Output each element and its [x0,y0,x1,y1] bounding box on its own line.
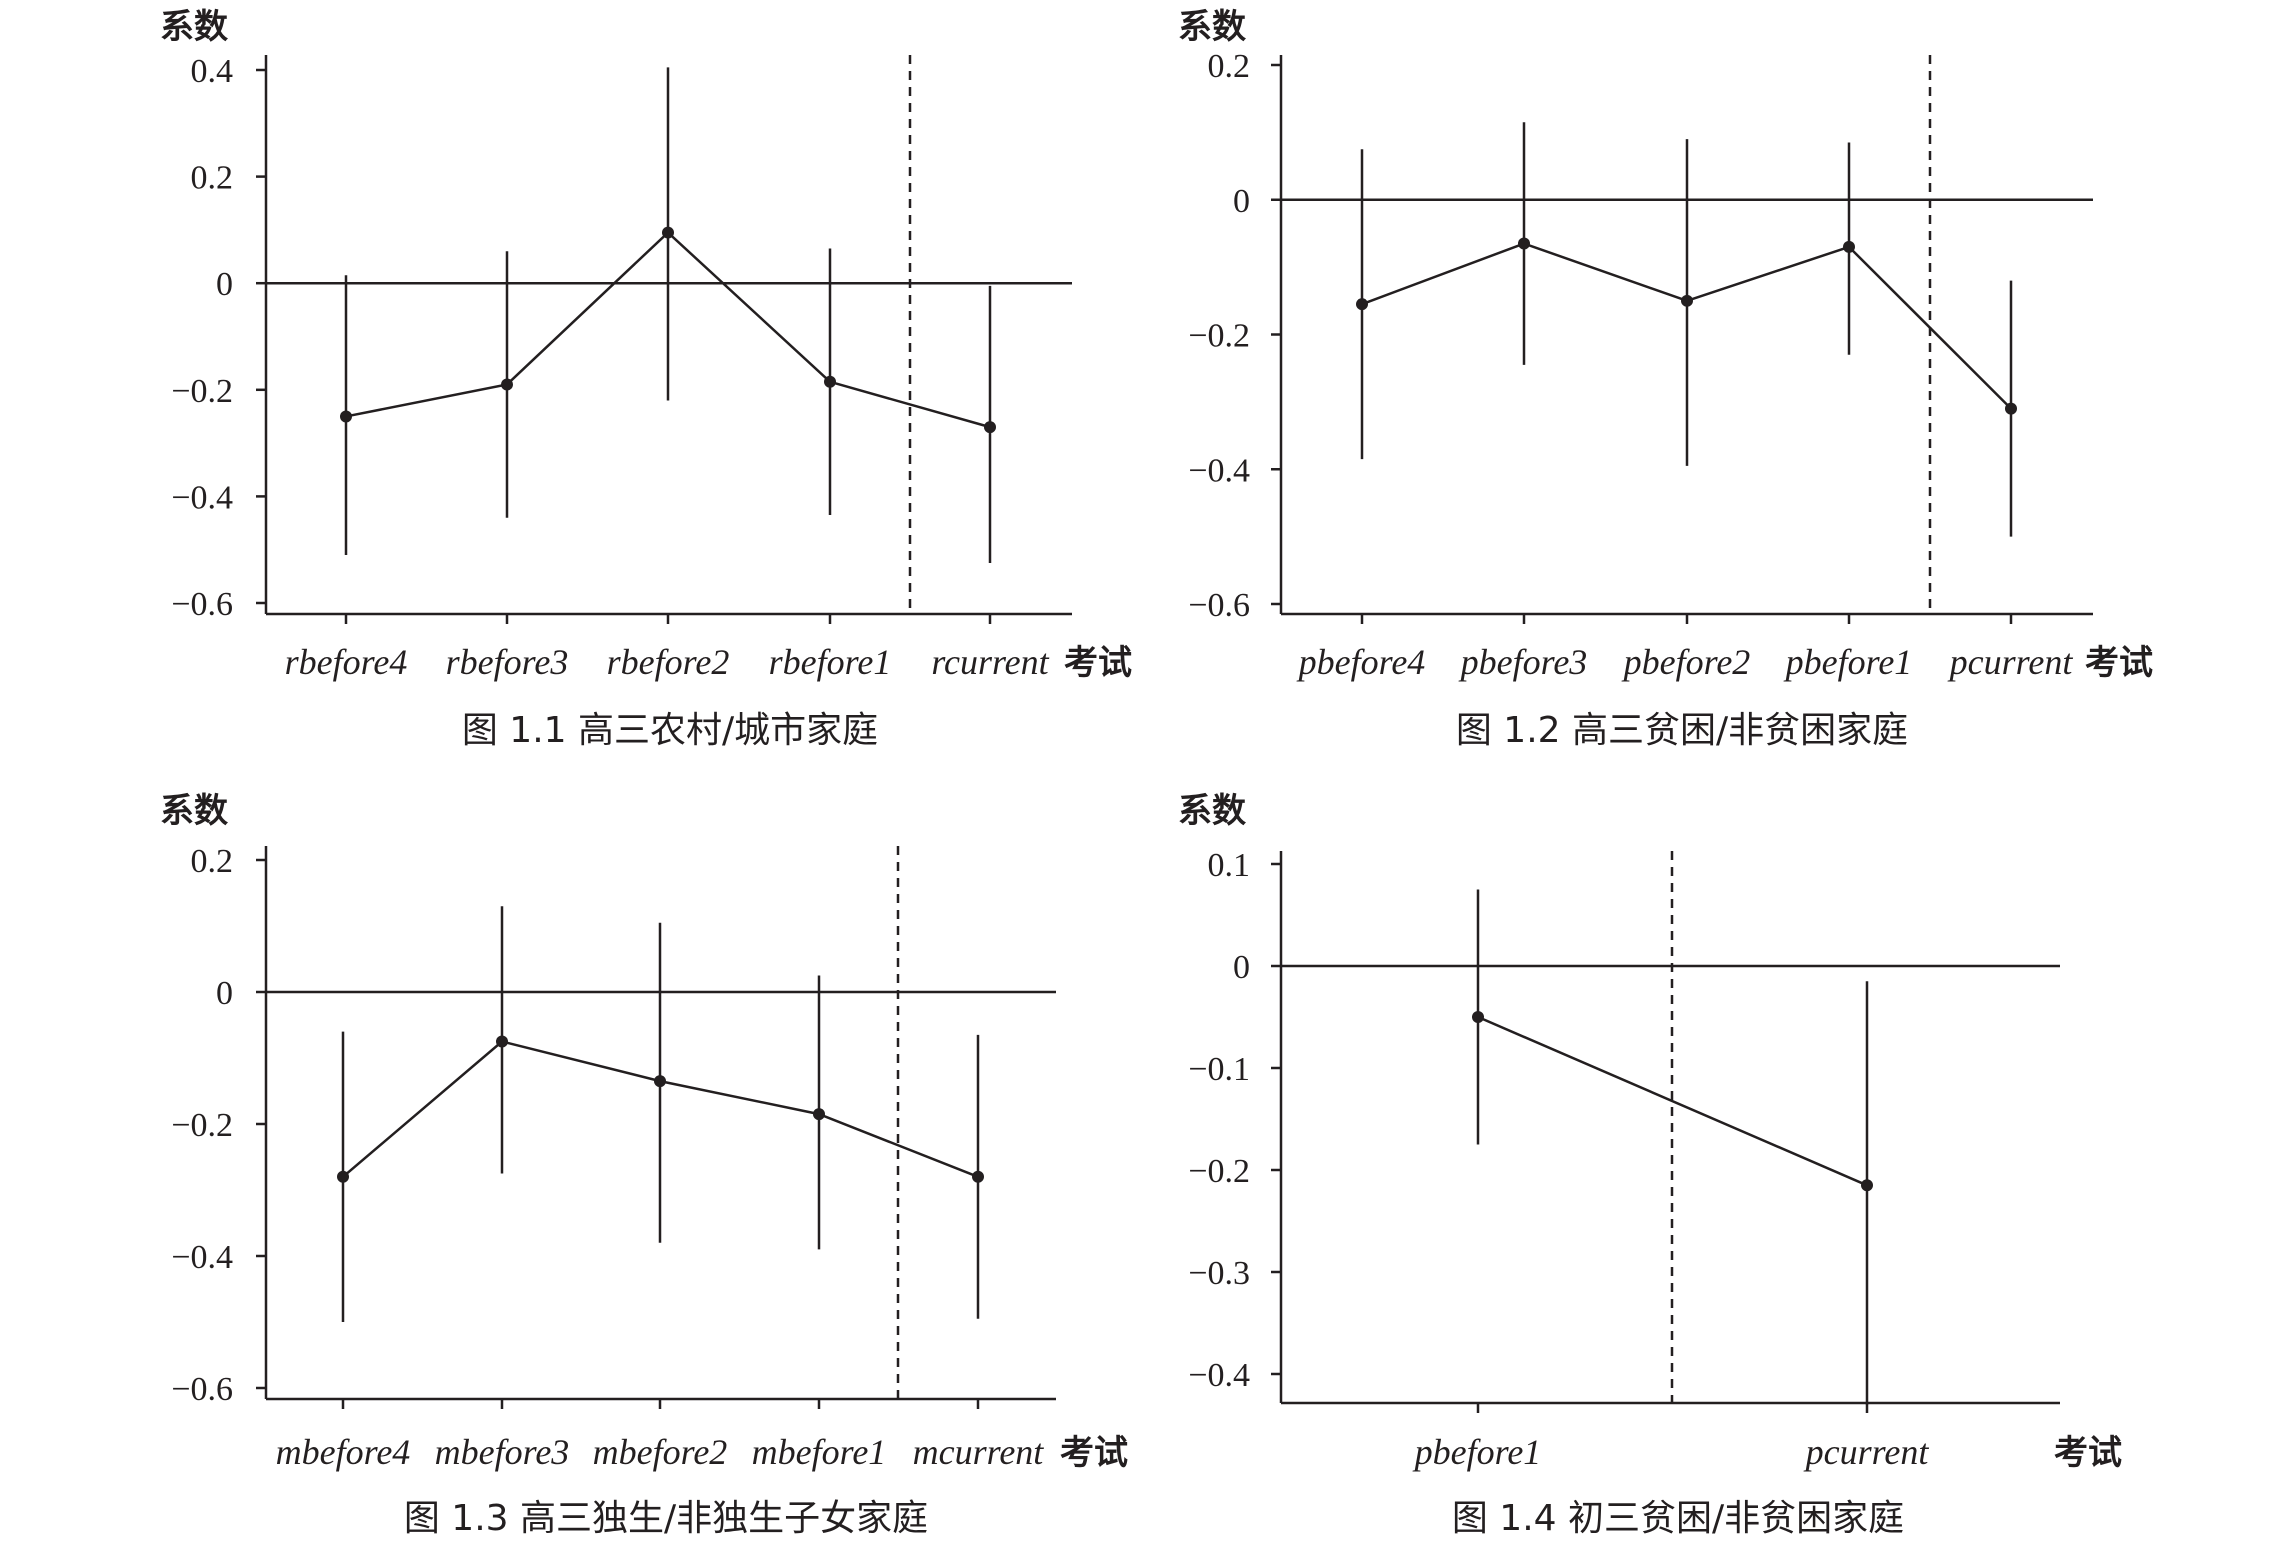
x-axis-title: 考试 [2054,1433,2122,1473]
y-tick-label: 0 [1233,183,1250,220]
y-axis-title: 系数 [160,791,228,831]
y-tick-label: −0.4 [171,1239,233,1276]
y-tick-label: −0.4 [1188,452,1250,489]
figure-caption: 图 1.2 高三贫困/非贫困家庭 [1456,710,1908,751]
x-tick-label: pcurrent [1947,642,2074,682]
x-tick-label: rcurrent [931,642,1049,682]
y-axis-title: 系数 [1178,791,1246,831]
data-point [340,410,352,423]
x-tick-label: rbefore3 [446,642,569,682]
chart-panel-2: 0.2 0 −0.2 −0.4 −0.6 pbefore4 pbefore3 pbefore2… [1178,7,2153,751]
chart-panel-4: 0.1 0 −0.1 −0.2 −0.3 −0.4 pbefore1 pcurrent 系数考试… [1178,791,2122,1539]
x-tick-label: mcurrent [913,1432,1045,1472]
y-tick-label: 0.2 [1208,48,1251,85]
x-tick-label: pbefore1 [1783,642,1913,682]
y-tick-label: 0 [216,975,233,1012]
data-point [662,226,674,239]
y-tick-label: −0.2 [1188,1153,1250,1190]
y-tick-label: −0.2 [171,1107,233,1144]
y-tick-label: −0.6 [1188,587,1250,624]
x-tick-label: mbefore2 [593,1432,728,1472]
x-tick-label: pbefore1 [1412,1432,1542,1472]
data-point [1472,1011,1484,1023]
data-point [1843,240,1855,253]
y-tick-label: 0.4 [191,53,234,90]
x-tick-label: rbefore2 [607,642,730,682]
x-tick-label: mbefore4 [276,1432,411,1472]
y-axis-title: 系数 [1178,7,1246,47]
x-tick-label: pcurrent [1803,1432,1930,1472]
data-point [984,421,996,434]
x-tick-label: rbefore1 [769,642,892,682]
data-point [654,1075,666,1088]
chart-panel-3: 0.2 0 −0.2 −0.4 −0.6 mbefore4 mbefore3 mbefore2… [160,791,1128,1539]
data-point [1356,298,1368,311]
y-tick-label: 0 [216,266,233,303]
y-tick-label: −0.2 [171,373,233,410]
x-tick-label: mbefore1 [752,1432,887,1472]
y-tick-label: 0 [1233,949,1250,986]
y-tick-label: −0.4 [1188,1357,1250,1394]
data-point [501,378,513,391]
data-point [337,1170,349,1183]
x-axis-title: 考试 [2085,643,2153,683]
data-point [813,1108,825,1121]
x-tick-label: rbefore4 [285,642,408,682]
x-tick-label: pbefore4 [1296,642,1426,682]
data-point [1518,237,1530,250]
x-tick-label: pbefore3 [1458,642,1588,682]
x-tick-label: mbefore3 [435,1432,570,1472]
y-axis-title: 系数 [160,7,228,47]
data-point [2005,402,2017,415]
x-axis-title: 考试 [1060,1433,1128,1473]
y-tick-label: 0.2 [191,843,234,880]
y-tick-label: −0.3 [1188,1255,1250,1292]
data-point [1681,294,1693,307]
y-tick-label: 0.2 [191,160,234,197]
data-point [824,375,836,388]
data-point [972,1170,984,1183]
y-tick-label: 0.1 [1208,847,1251,884]
data-point [1861,1179,1873,1192]
figure-caption: 图 1.1 高三农村/城市家庭 [462,710,878,751]
figure-caption: 图 1.3 高三独生/非独生子女家庭 [404,1498,928,1539]
y-tick-label: −0.4 [171,479,233,516]
y-tick-label: −0.2 [1188,318,1250,355]
series-line [1477,1015,1868,1187]
y-tick-label: −0.1 [1188,1051,1250,1088]
x-tick-label: pbefore2 [1621,642,1751,682]
figure-caption: 图 1.4 初三贫困/非贫困家庭 [1452,1498,1904,1539]
y-tick-label: −0.6 [171,586,233,623]
data-point [496,1035,508,1048]
y-tick-label: −0.6 [171,1371,233,1408]
chart-panel-1: 0.4 0.2 0 −0.2 −0.4 −0.6 rbefore4 rbefore3 rbefo… [160,7,1132,751]
x-axis-title: 考试 [1064,643,1132,683]
